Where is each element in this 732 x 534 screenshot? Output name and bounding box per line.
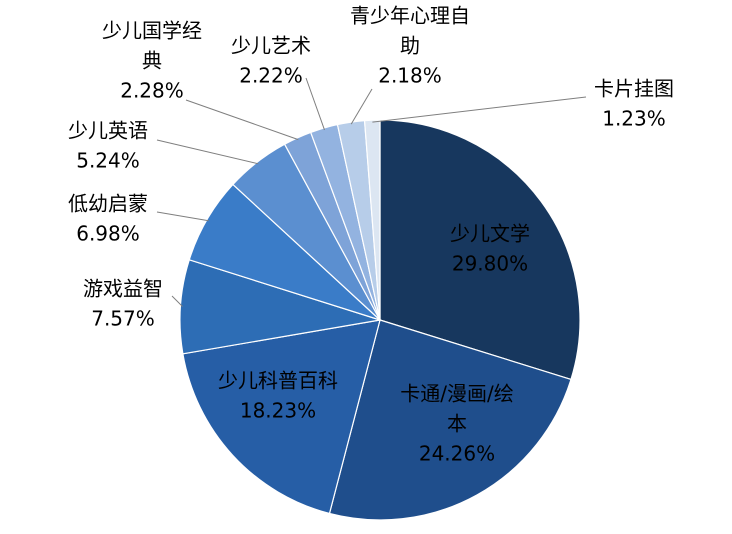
slice-labels: 少儿文学 29.80% 卡通/漫画/绘本 24.26% 少儿科普百科 18.23% 游戏益智…	[68, 4, 674, 466]
slice-category-label: 少儿科普百科	[218, 369, 338, 393]
slice-value-label: 7.57%	[91, 307, 155, 331]
slice-category-label: 少儿国学经	[102, 19, 202, 43]
pie-slice	[179, 259, 381, 355]
leader-line	[350, 88, 373, 125]
slice-category-label: 青少年心理自	[350, 4, 470, 28]
pie-slice	[182, 319, 381, 515]
slice-value-label: 6.98%	[76, 222, 140, 246]
slice-value-label: 5.24%	[76, 149, 140, 173]
slice-category-label: 低幼启蒙	[68, 192, 148, 216]
leader-line	[171, 295, 183, 307]
slice-value-label: 2.18%	[378, 64, 442, 88]
slice-category-label: 卡通/漫画/绘	[400, 382, 513, 406]
leader-line	[372, 96, 587, 123]
leader-line	[156, 211, 209, 222]
slice-category-label: 助	[400, 34, 420, 58]
slice-value-label: 1.23%	[602, 107, 666, 131]
slice-value-label: 24.26%	[419, 442, 495, 466]
slice-value-label: 2.28%	[120, 79, 184, 103]
leader-line	[156, 139, 259, 165]
leader-lines	[156, 77, 587, 307]
slice-value-label: 29.80%	[452, 252, 528, 276]
leader-line	[185, 99, 299, 141]
slice-category-label: 典	[142, 49, 162, 73]
pie-slices	[179, 119, 581, 521]
slice-value-label: 2.22%	[239, 64, 303, 88]
slice-category-label: 少儿文学	[450, 222, 530, 246]
slice-category-label: 卡片挂图	[594, 77, 674, 101]
slice-value-label: 18.23%	[240, 399, 316, 423]
slice-category-label: 少儿英语	[68, 119, 148, 143]
leader-line	[305, 77, 325, 131]
slice-category-label: 少儿艺术	[231, 34, 311, 58]
slice-category-label: 本	[447, 412, 467, 436]
pie-slice	[379, 119, 581, 381]
pie-slice	[328, 319, 572, 521]
pie-slice	[363, 119, 381, 321]
slice-category-label: 游戏益智	[83, 277, 163, 301]
